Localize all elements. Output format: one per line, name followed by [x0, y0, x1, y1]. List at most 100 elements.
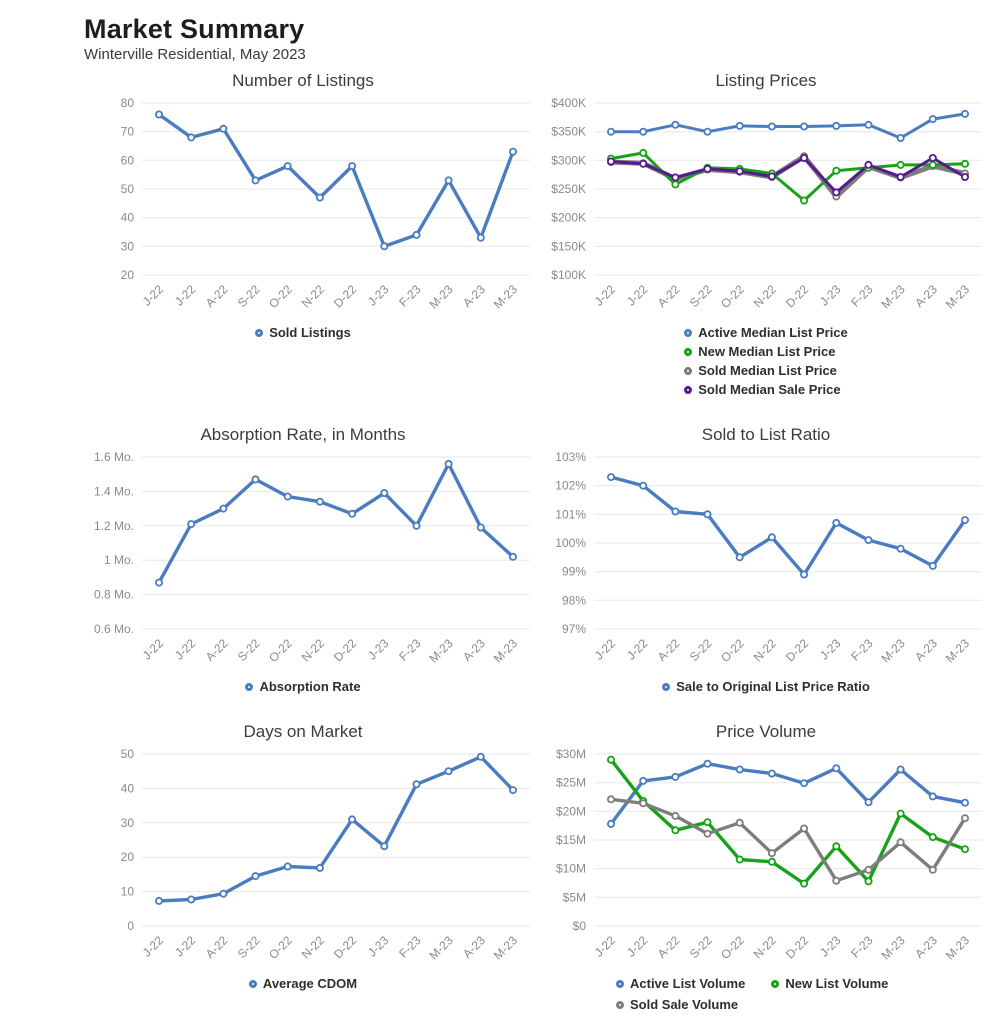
chart-title: Days on Market: [243, 722, 363, 741]
data-point-marker: [607, 755, 616, 764]
y-tick-label: 99%: [562, 565, 586, 579]
x-tick-label: J-22: [624, 933, 651, 960]
data-point-marker: [476, 523, 485, 532]
x-tick-label: M-23: [943, 282, 972, 311]
y-tick-label: 10: [121, 885, 135, 899]
data-point-marker: [671, 826, 680, 835]
data-point-marker: [283, 492, 292, 501]
data-point-marker: [607, 819, 616, 828]
data-point-marker: [315, 863, 324, 872]
chart-days-on-market: Days on Market 50 40 30 20 10 0 J-22 J-22 A-22 S-…: [84, 722, 530, 993]
data-point-marker: [928, 865, 937, 874]
legend-item: Sold Median Sale Price: [684, 380, 841, 399]
series-line: [609, 112, 967, 140]
x-tick-label: M-23: [878, 282, 907, 311]
data-point-marker: [832, 764, 841, 773]
data-point-marker: [960, 109, 969, 118]
data-point-marker: [896, 809, 905, 818]
x-tick-label: J-23: [817, 636, 844, 663]
legend-label: Sold Listings: [269, 325, 351, 340]
data-point-marker: [476, 233, 485, 242]
y-tick-label: 1.2 Mo.: [94, 519, 134, 533]
data-point-marker: [735, 553, 744, 562]
y-tick-label: 1 Mo.: [104, 553, 134, 567]
price-volume-plot: $30M$25M$20M$15M$10M$5M$0J-22 J-22 A-22 S-2…: [556, 747, 982, 962]
data-point-marker: [735, 765, 744, 774]
chart-title: Number of Listings: [232, 71, 374, 90]
data-point-marker: [476, 752, 485, 761]
data-point-marker: [219, 124, 228, 133]
y-tick-label: 40: [121, 211, 135, 225]
data-point-marker: [767, 857, 776, 866]
series-line: [609, 757, 967, 886]
x-tick-label: N-22: [751, 636, 780, 665]
data-point-marker: [703, 510, 712, 519]
data-point-marker: [412, 780, 421, 789]
y-tick-label: $250K: [551, 182, 586, 196]
data-point-marker: [348, 815, 357, 824]
x-tick-label: S-22: [235, 636, 263, 664]
legend-marker-icon: [255, 328, 264, 337]
legend-label: Average CDOM: [262, 976, 358, 991]
x-tick-label: F-23: [396, 933, 424, 961]
x-tick-label: A-22: [203, 933, 231, 961]
page-title: Market Summary: [84, 14, 305, 44]
data-point-marker: [896, 160, 905, 169]
data-point-marker: [960, 173, 969, 182]
x-tick-label: J-22: [140, 933, 167, 960]
series-line: [157, 462, 515, 585]
data-point-marker: [639, 776, 648, 785]
data-point-marker: [800, 196, 809, 205]
y-tick-label: $300K: [551, 153, 586, 167]
x-tick-label: F-23: [848, 282, 876, 310]
data-point-marker: [348, 509, 357, 518]
x-tick-label: J-23: [817, 933, 844, 960]
data-point-marker: [251, 176, 260, 185]
data-point-marker: [960, 814, 969, 823]
data-point-marker: [960, 516, 969, 525]
data-point-marker: [864, 120, 873, 129]
series-line: [608, 153, 968, 199]
x-tick-label: J-22: [624, 636, 651, 663]
data-point-marker: [283, 162, 292, 171]
data-point-marker: [607, 795, 616, 804]
x-tick-label: O-22: [266, 933, 295, 962]
data-point-marker: [832, 188, 841, 197]
y-tick-label: 0: [127, 919, 134, 933]
data-point-marker: [896, 544, 905, 553]
data-point-marker: [800, 824, 809, 833]
legend-label: Active Median List Price: [698, 325, 848, 340]
x-tick-label: O-22: [718, 933, 747, 962]
data-point-marker: [832, 876, 841, 885]
data-point-marker: [703, 818, 712, 827]
data-point-marker: [639, 481, 648, 490]
y-tick-label: $25M: [556, 776, 586, 790]
legend-marker-icon: [245, 682, 254, 691]
legend-marker-icon: [616, 979, 624, 988]
legend-label: Sold Median Sale Price: [698, 382, 841, 397]
legend-marker-icon: [684, 347, 693, 356]
y-tick-label: 20: [121, 850, 135, 864]
chart-legend: Active List Volume New List Volume Sold Sa…: [616, 974, 916, 1014]
data-point-marker: [283, 862, 292, 871]
x-tick-label: O-22: [718, 282, 747, 311]
data-point-marker: [960, 798, 969, 807]
chart-legend: Sale to Original List Price Ratio: [536, 677, 996, 696]
data-point-marker: [315, 497, 324, 506]
data-point-marker: [251, 475, 260, 484]
data-point-marker: [735, 121, 744, 130]
x-tick-label: A-22: [655, 636, 683, 664]
data-point-marker: [187, 133, 196, 142]
data-point-marker: [607, 127, 616, 136]
x-tick-label: M-23: [878, 933, 907, 962]
x-tick-label: F-23: [396, 636, 424, 664]
chart-legend: Active Median List Price New Median List …: [684, 323, 848, 399]
x-tick-label: N-22: [299, 282, 328, 311]
legend-label: Active List Volume: [630, 976, 746, 991]
y-tick-label: 0.8 Mo.: [94, 588, 134, 602]
x-tick-label: M-23: [426, 636, 455, 665]
data-point-marker: [639, 148, 648, 157]
x-tick-label: A-23: [912, 636, 940, 664]
legend-label: New Median List Price: [698, 344, 836, 359]
data-point-marker: [800, 154, 809, 163]
